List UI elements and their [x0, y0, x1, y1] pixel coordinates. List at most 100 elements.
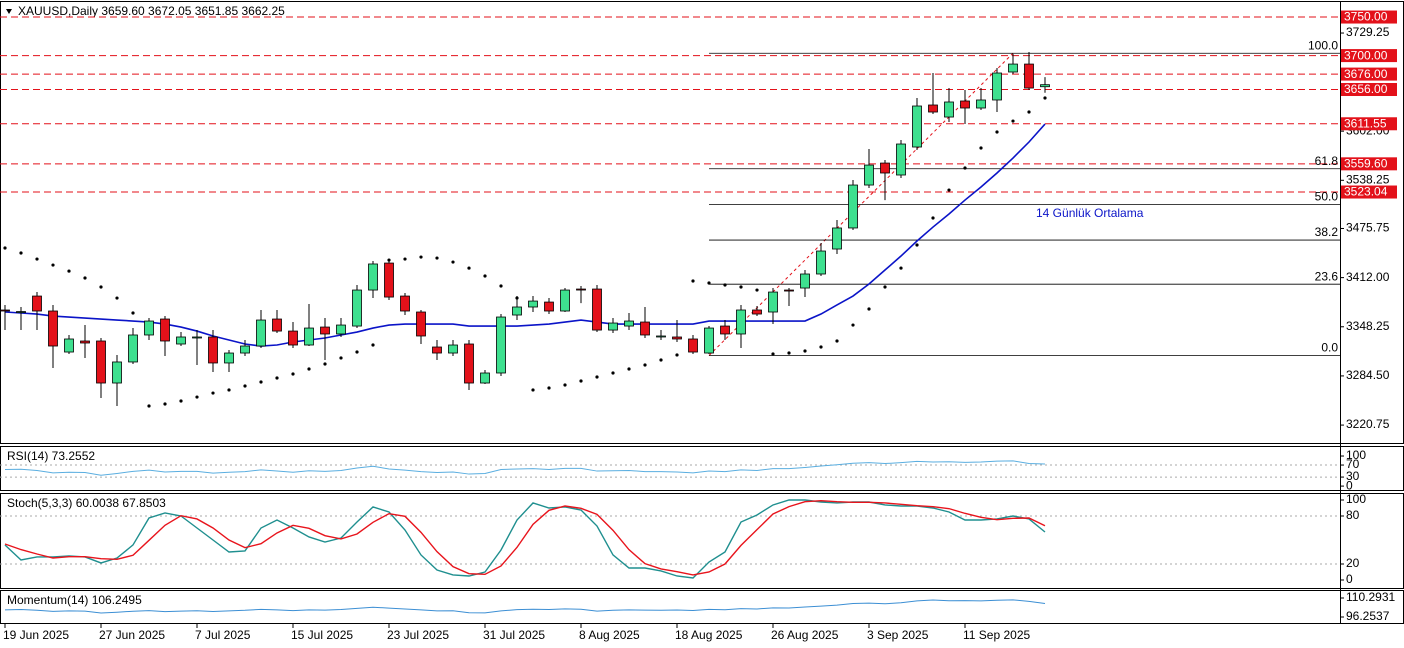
sar-dot	[547, 386, 551, 390]
x-tick-label: 23 Jul 2025	[387, 628, 449, 642]
y-tick-label: 70	[1346, 457, 1360, 471]
y-tick-label: 3220.75	[1346, 417, 1390, 431]
candle-body	[1008, 63, 1018, 73]
sar-dot	[627, 367, 631, 371]
candle-body	[384, 262, 394, 298]
x-tick-label: 31 Jul 2025	[483, 628, 545, 642]
sar-dot	[3, 246, 7, 250]
sar-dot	[19, 251, 23, 255]
y-tick-label: 3412.00	[1346, 270, 1390, 284]
sar-dot	[803, 349, 807, 353]
sar-dot	[211, 391, 215, 395]
fib-label: 23.6	[1315, 269, 1339, 283]
candle-body	[592, 288, 602, 331]
sar-dot	[643, 363, 647, 367]
candle-body	[432, 346, 442, 354]
pane: Momentum(14) 106.2495 110.2931 96.2537	[4, 590, 1395, 623]
candle-body	[528, 300, 538, 308]
sar-dot	[99, 285, 103, 289]
indicator-title: Stoch(5,3,3) 60.0038 67.8503	[7, 496, 166, 510]
y-tick-label: 20	[1346, 556, 1360, 570]
price-level-tag	[1341, 157, 1397, 171]
sar-dot	[339, 356, 343, 360]
y-tick-label: 3284.50	[1346, 368, 1390, 382]
indicator-line	[4, 499, 1046, 576]
candle-body	[320, 326, 330, 335]
candle-body	[192, 336, 202, 339]
candle-body	[848, 184, 858, 229]
sar-dot	[371, 343, 375, 347]
price-level-tag	[1341, 117, 1397, 131]
price-level-label: 3611.55	[1344, 116, 1387, 130]
sar-dot	[979, 146, 983, 150]
candle-body	[880, 162, 890, 174]
y-tick-label: 96.2537	[1346, 609, 1390, 623]
sar-dot	[291, 372, 295, 376]
candle-body	[256, 319, 266, 347]
sar-dot	[883, 285, 887, 289]
y-tick-label: 3348.25	[1346, 319, 1390, 333]
price-level-tag	[1341, 10, 1397, 24]
sar-dot	[259, 380, 263, 384]
candle-body	[496, 316, 506, 374]
y-tick-label: 100	[1346, 492, 1366, 506]
sar-dot	[147, 404, 151, 408]
fib-label: 50.0	[1315, 190, 1339, 204]
y-tick-label: 3729.25	[1346, 25, 1390, 39]
y-tick-label: 3538.25	[1346, 172, 1390, 186]
candle-body	[32, 295, 42, 312]
moving-average	[4, 123, 1046, 347]
sar-dot	[851, 323, 855, 327]
sar-dot	[355, 350, 359, 354]
y-tick-label: 0	[1346, 478, 1353, 492]
price-level-tag	[1341, 83, 1397, 97]
sar-dot	[387, 258, 391, 262]
sar-dot	[755, 288, 759, 292]
sar-dot	[419, 255, 423, 259]
candle-body	[272, 318, 282, 332]
sar-dot	[531, 388, 535, 392]
sar-dot	[1043, 96, 1047, 100]
y-tick-label: 80	[1346, 508, 1360, 522]
y-tick-label: 3475.75	[1346, 221, 1390, 235]
candle-body	[112, 361, 122, 384]
sar-dot	[899, 266, 903, 270]
candle-body	[720, 325, 730, 335]
candle-body	[240, 345, 250, 354]
sar-dot	[467, 266, 471, 270]
x-tick-label: 3 Sep 2025	[867, 628, 929, 642]
sar-dot	[659, 358, 663, 362]
sar-dot	[51, 263, 55, 267]
sar-dot	[115, 296, 119, 300]
sar-dot	[227, 388, 231, 392]
sar-dot	[995, 130, 999, 134]
price-level-label: 3750.00	[1344, 10, 1388, 24]
candle-body	[816, 250, 826, 275]
pane: Stoch(5,3,3) 60.0038 67.8503 100 80 20 0	[0, 492, 1366, 586]
pane: 3729.253602.003538.253475.753412.003348.…	[0, 10, 1397, 642]
sar-dot	[515, 296, 519, 300]
candle-body	[0, 309, 10, 312]
candle-body	[128, 334, 138, 363]
candle-body	[288, 330, 298, 346]
sar-dot	[707, 281, 711, 285]
candle-body	[960, 100, 970, 109]
candle-body	[224, 352, 234, 364]
candle-body	[1024, 63, 1034, 89]
fib-label: 100.0	[1308, 38, 1338, 52]
sar-dot	[675, 353, 679, 357]
candle-body	[480, 372, 490, 384]
candle-body	[304, 327, 314, 346]
sar-dot	[739, 285, 743, 289]
indicator-line	[4, 599, 1046, 614]
candle-body	[1040, 84, 1050, 88]
candle-body	[640, 321, 650, 336]
x-tick-label: 27 Jun 2025	[99, 628, 165, 642]
indicator-title: RSI(14) 73.2552	[7, 449, 95, 463]
sar-dot	[67, 269, 71, 273]
sar-dot	[323, 362, 327, 366]
sar-dot	[1011, 119, 1015, 123]
sar-dot	[451, 260, 455, 264]
